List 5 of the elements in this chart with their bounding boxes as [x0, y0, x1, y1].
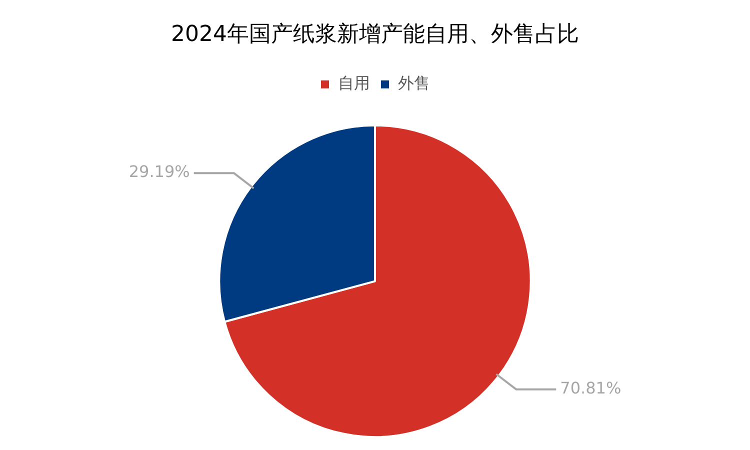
chart-title: 2024年国产纸浆新增产能自用、外售占比: [171, 22, 579, 47]
legend-label: 自用: [338, 74, 370, 93]
legend-label: 外售: [398, 74, 430, 93]
data-label: 29.19%: [128, 162, 190, 182]
data-label: 70.81%: [560, 378, 622, 398]
